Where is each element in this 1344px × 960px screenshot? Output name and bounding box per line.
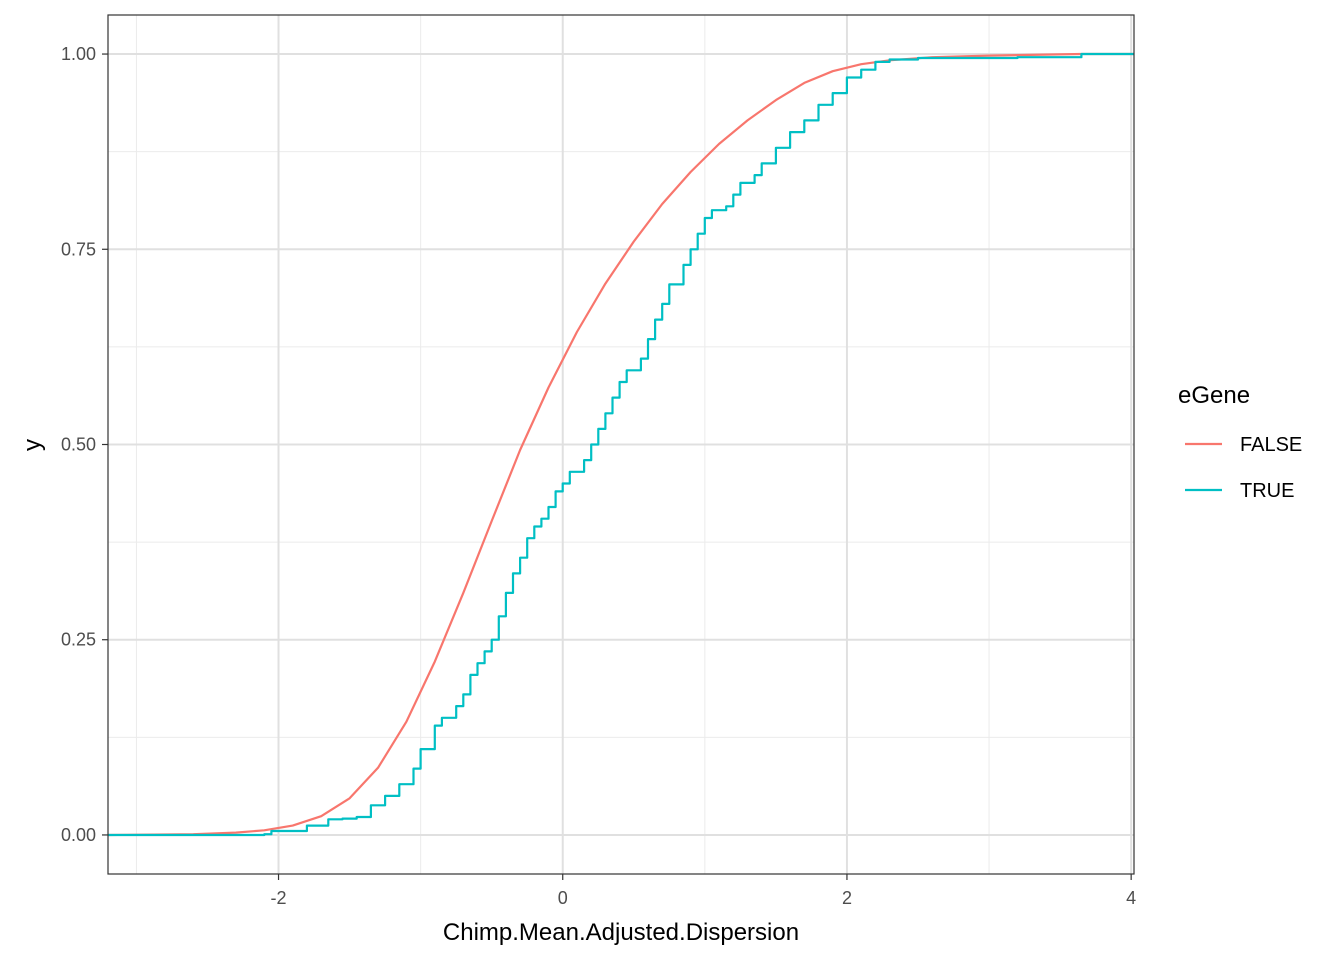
x-tick-label: 0 — [558, 888, 568, 908]
x-tick-label: 4 — [1126, 888, 1136, 908]
y-axis-title: y — [19, 439, 46, 451]
legend-title: eGene — [1178, 382, 1250, 409]
y-tick-label: 0.50 — [61, 435, 96, 455]
x-tick-label: -2 — [271, 888, 287, 908]
x-axis-title: Chimp.Mean.Adjusted.Dispersion — [443, 919, 799, 946]
series-line-true — [108, 52, 1134, 837]
series-layer — [107, 52, 1134, 837]
legend: eGene FALSE TRUE — [1178, 382, 1302, 502]
y-tick-label: 0.75 — [61, 239, 96, 259]
legend-label-true: TRUE — [1240, 480, 1294, 502]
y-tick-label: 0.00 — [61, 825, 96, 845]
y-tick-label: 0.25 — [61, 630, 96, 650]
axis-ticks — [102, 53, 1132, 880]
series-line-false — [107, 52, 1134, 837]
tick-labels: -2 0 2 4 0.00 0.25 0.50 0.75 1.00 — [61, 44, 1136, 908]
x-tick-label: 2 — [842, 888, 852, 908]
y-tick-label: 1.00 — [61, 44, 96, 64]
grid-major — [108, 15, 1134, 874]
legend-label-false: FALSE — [1240, 434, 1302, 456]
